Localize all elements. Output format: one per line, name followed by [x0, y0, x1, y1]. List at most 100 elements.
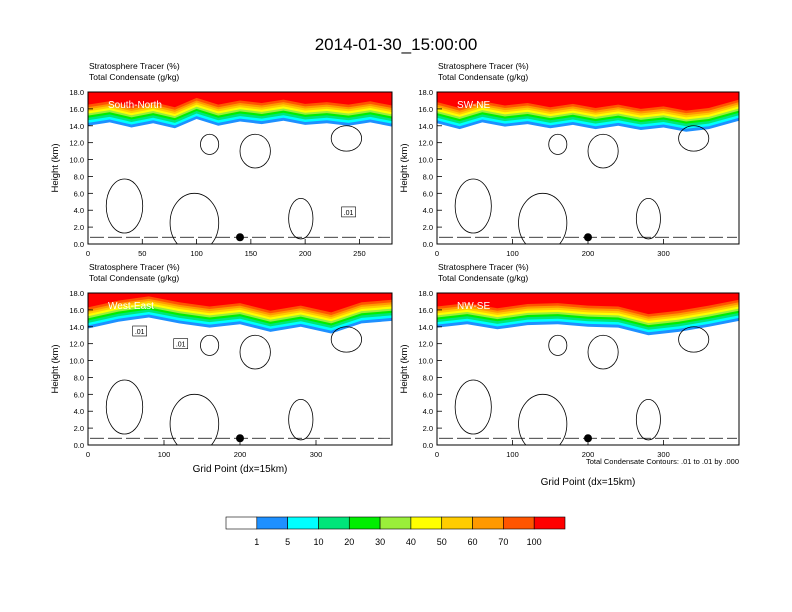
panel-nw-se: 0.0 2.0 4.0 6.0 8.0 10.0 12.0 14.0 16.0 18.0 0 100 2…: [399, 262, 740, 488]
panel-title-condensate: Total Condensate (g/kg): [438, 72, 528, 82]
y-tick-label: 18.0: [69, 289, 84, 298]
condensate-contour: [239, 133, 271, 169]
y-tick-label: 16.0: [418, 105, 433, 114]
x-tick-label: 100: [158, 450, 171, 459]
tracer-band-10: [437, 92, 739, 111]
y-tick-label: 12.0: [69, 139, 84, 148]
x-tick-label: 300: [657, 450, 670, 459]
y-tick-label: 14.0: [418, 323, 433, 332]
plot-frame: [87, 91, 393, 245]
y-tick-label: 18.0: [69, 88, 84, 97]
location-marker: [584, 233, 592, 242]
condensate-contour: [239, 334, 271, 370]
colorbar-label: 1: [254, 537, 259, 547]
x-tick-label: 0: [435, 450, 439, 459]
panel-title-tracer: Stratosphere Tracer (%): [89, 262, 180, 272]
colorbar-label: 50: [437, 537, 447, 547]
x-tick-label: 100: [190, 249, 203, 258]
tracer-band-10: [437, 293, 739, 315]
x-tick-label: 150: [245, 249, 258, 258]
colorbar: 1 5 10 20 30 40 50 60 70 100: [225, 516, 566, 547]
contour-label-box: [132, 325, 147, 337]
tracer-band-10: [88, 293, 392, 313]
panel-title-condensate: Total Condensate (g/kg): [89, 273, 179, 283]
y-tick-label: 6.0: [423, 189, 433, 198]
contour-label-box: [173, 338, 189, 349]
condensate-contour: [288, 198, 314, 240]
x-tick-label: 200: [234, 450, 247, 459]
condensate-contour: [200, 334, 220, 356]
contour-footnote: Total Condensate Contours: .01 to .01 by…: [586, 457, 739, 466]
colorbar-label: 40: [406, 537, 416, 547]
colorbar-swatch: [379, 516, 412, 530]
condensate-contour: [587, 334, 619, 370]
condensate-contour: [518, 393, 568, 445]
y-tick-label: 4.0: [74, 206, 84, 215]
colorbar-swatch: [441, 516, 473, 530]
tracer-band-10: [88, 92, 392, 108]
y-tick-label: 8.0: [74, 172, 84, 181]
colorbar-label: 20: [344, 537, 354, 547]
y-tick-label: 2.0: [423, 223, 433, 232]
plot-area: [437, 293, 739, 445]
y-tick-label: 12.0: [418, 139, 433, 148]
y-tick-label: 14.0: [69, 323, 84, 332]
x-tick-label: 300: [657, 249, 670, 258]
x-tick-label: 250: [353, 249, 366, 258]
condensate-contour: [678, 326, 710, 353]
x-tick-label: 100: [506, 450, 519, 459]
y-tick-label: 0.0: [74, 240, 84, 249]
condensate-contour: [105, 178, 144, 234]
contour-label: .01: [176, 342, 186, 349]
colorbar-label: 5: [285, 537, 290, 547]
plot-area: [88, 92, 392, 244]
x-tick-label: 0: [86, 450, 90, 459]
colorbar-swatch: [472, 516, 504, 530]
colorbar-swatch: [287, 516, 319, 530]
y-axis-label: Height (km): [50, 143, 61, 192]
y-tick-label: 16.0: [69, 105, 84, 114]
colorbar-swatch: [318, 516, 350, 530]
y-tick-label: 6.0: [74, 390, 84, 399]
location-marker: [236, 233, 244, 242]
x-tick-label: 0: [435, 249, 439, 258]
y-tick-label: 8.0: [74, 373, 84, 382]
contour-label: .01: [344, 210, 354, 217]
plot-area: [88, 293, 392, 445]
x-tick-label: 200: [582, 249, 595, 258]
x-tick-label: 0: [86, 249, 90, 258]
condensate-contour: [518, 192, 568, 244]
condensate-contour: [548, 334, 568, 356]
panel-south-north: .01 0.0 2.0 4.0 6.0 8.0 10.0 12.0 14.0 16.0 18.0 0 5…: [50, 61, 393, 258]
condensate-contour: [330, 326, 362, 353]
x-tick-label: 300: [310, 450, 323, 459]
condensate-contour: [105, 379, 144, 435]
y-axis-label: Height (km): [50, 344, 61, 393]
y-axis-label: Height (km): [399, 143, 410, 192]
y-tick-label: 6.0: [74, 189, 84, 198]
y-tick-label: 8.0: [423, 172, 433, 181]
colorbar-swatch: [225, 516, 258, 530]
y-tick-label: 12.0: [418, 340, 433, 349]
condensate-contour: [169, 192, 220, 244]
condensate-contour: [288, 398, 314, 441]
condensate-contour: [169, 393, 220, 445]
panel-sw-ne: 0.0 2.0 4.0 6.0 8.0 10.0 12.0 14.0 16.0 18.0 0 100 2…: [399, 61, 740, 258]
location-marker: [236, 434, 244, 443]
y-tick-label: 16.0: [418, 306, 433, 315]
x-axis-label: Grid Point (dx=15km): [541, 477, 636, 488]
condensate-contour: [330, 125, 362, 152]
panel-title-tracer: Stratosphere Tracer (%): [438, 61, 529, 71]
y-tick-label: 0.0: [423, 240, 433, 249]
panel-west-east: .01 .01 0.0 2.0 4.0 6.0 8.0 10.0 12.0 14.0 16.0 18.…: [50, 262, 393, 475]
condensate-contour: [454, 379, 492, 435]
panel-title-condensate: Total Condensate (g/kg): [438, 273, 528, 283]
colorbar-swatch: [503, 516, 535, 530]
y-tick-label: 16.0: [69, 306, 84, 315]
panel-label: West-East: [108, 301, 154, 312]
y-tick-label: 18.0: [418, 289, 433, 298]
panel-label: South-North: [108, 100, 162, 111]
condensate-contour: [548, 133, 568, 155]
y-tick-label: 10.0: [418, 156, 433, 165]
